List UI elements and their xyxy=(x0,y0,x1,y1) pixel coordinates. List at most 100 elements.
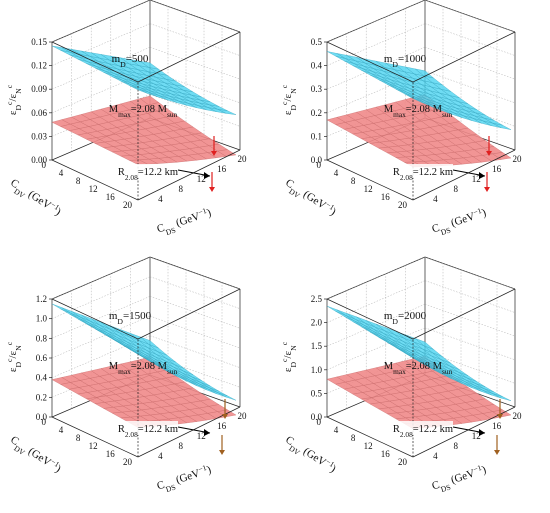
cds-tick-label-part: 20 xyxy=(238,154,248,164)
mmax-annotation-part: max xyxy=(118,110,131,119)
mmax-annotation-part: M xyxy=(384,361,394,372)
z-tick-label: 2.5 xyxy=(311,294,323,304)
cdv-tick-label: 4 xyxy=(59,425,64,435)
cdv-tick-label: 4 xyxy=(334,425,339,435)
cdv-tick-label-part: 16 xyxy=(106,449,116,459)
z-tick-label: 0.4 xyxy=(36,373,48,383)
top-edge-front-right xyxy=(412,31,516,83)
cds-tick-label-part: 4 xyxy=(158,194,163,204)
floor-edge-front-left xyxy=(51,159,139,201)
panel-md-1000: 0.0 0.1 0.2 0.3 0.4 0.5 εDc/εNc 0 4 8 12 16 20 CDV (G… xyxy=(275,0,550,256)
z-axis-label-part: D xyxy=(14,362,23,368)
surface-Mmax xyxy=(326,305,512,401)
panel-title-part: =2000 xyxy=(398,310,427,322)
constraint-arrow-head xyxy=(209,187,215,192)
cdv-tick-label-part: 4 xyxy=(59,168,64,178)
cdv-tick-label-part: 20 xyxy=(398,457,408,467)
floor-edge-front-left xyxy=(326,416,414,458)
box-front xyxy=(326,31,516,201)
cdv-tick-label: 20 xyxy=(398,457,408,467)
surface-Mmax xyxy=(51,45,237,115)
floor-edge-front-right xyxy=(137,149,241,201)
cdv-tick-label-part: 12 xyxy=(364,184,373,194)
cds-axis-label-part: C xyxy=(430,222,441,236)
cds-tick-label-part: 16 xyxy=(217,421,227,431)
annotations: Mmax=2.08 Msun R2.08=12.2 km xyxy=(109,104,211,182)
z-tick-label-part: 1.0 xyxy=(311,365,323,375)
panel-title-part: D xyxy=(120,60,126,69)
surface-Mmax xyxy=(51,303,237,401)
cds-axis-label-part: −1 xyxy=(472,462,483,473)
cds-axis-label-part: ) xyxy=(205,207,213,220)
cds-axis-label-part: ) xyxy=(480,207,488,220)
cds-tick-label-part: 4 xyxy=(433,451,438,461)
cds-tick-label-part: 12 xyxy=(197,174,206,184)
z-axis-label-part: c xyxy=(5,84,14,88)
r208-label-box xyxy=(118,164,178,178)
mmax-annotation-part: max xyxy=(393,367,406,376)
cds-axis-label-part: ) xyxy=(205,464,213,477)
cds-tick-label-part: 16 xyxy=(492,164,502,174)
z-axis-label-part: ε xyxy=(282,110,294,115)
cdv-tick-label-part: 4 xyxy=(59,425,64,435)
floor-edge-front-left xyxy=(326,159,414,201)
mmax-annotation-part: sun xyxy=(442,110,453,119)
panel-title-part: m xyxy=(109,310,118,322)
top-edge-front-left xyxy=(326,298,414,340)
mmax-annotation: Mmax=2.08 Msun xyxy=(109,104,178,119)
cds-axis-label-part: DS xyxy=(439,482,451,494)
z-tick-label: 0.0 xyxy=(36,412,48,422)
cdv-tick-label: 0 xyxy=(42,417,47,427)
r208-annotation-part: =12.2 km xyxy=(413,424,453,435)
mmax-annotation-part: M xyxy=(109,361,119,372)
surface-R2.08 xyxy=(51,357,237,428)
z-axis: 0.0 0.5 1.0 1.5 2.0 2.5 εDc/εNc xyxy=(280,294,327,422)
cdv-axis: 0 4 8 12 16 20 CDV (GeV−1) xyxy=(8,160,132,218)
cds-axis-label-part: C xyxy=(155,479,166,493)
cds-tick-label: 12 xyxy=(197,174,206,184)
cdv-tick-label-part: 12 xyxy=(89,441,98,451)
z-axis-label-part: /ε xyxy=(282,350,294,358)
cds-tick-label: 16 xyxy=(217,421,227,431)
cdv-axis-label: CDV (GeV−1) xyxy=(6,432,64,479)
surface-R2.08 xyxy=(51,95,237,165)
r208-annotation: R2.08=12.2 km xyxy=(393,167,453,182)
surface-cell xyxy=(415,68,434,79)
z-tick-label-part: 0.2 xyxy=(311,108,322,118)
panel-title-part: =1000 xyxy=(398,53,427,65)
r208-annotation-part: R xyxy=(393,424,400,435)
panel-md-2000: 0.0 0.5 1.0 1.5 2.0 2.5 εDc/εNc 0 4 8 12 16 20 CDV (G… xyxy=(275,256,550,513)
cds-tick-label: 12 xyxy=(472,174,481,184)
wall-gridline xyxy=(149,276,241,309)
z-tick-label-part: 2.5 xyxy=(311,294,323,304)
cds-axis-label: CDS (GeV−1) xyxy=(155,204,214,239)
panel-title-part: =500 xyxy=(126,53,149,65)
cds-tick-label: 20 xyxy=(513,411,523,421)
surface-cell xyxy=(140,336,159,349)
top-edge-front-left xyxy=(51,298,139,340)
z-axis-label-part: N xyxy=(14,88,23,94)
cds-axis-label-part: (GeV xyxy=(447,467,477,487)
mmax-annotation-part: M xyxy=(384,104,394,115)
panel-title-part: D xyxy=(392,60,398,69)
cds-axis-label-part: −1 xyxy=(472,205,483,216)
floor-edge-front-left xyxy=(51,416,139,458)
cdv-tick-label-part: 16 xyxy=(106,192,116,202)
cdv-tick-label: 12 xyxy=(89,441,98,451)
r208-pointer-head xyxy=(479,172,485,179)
cds-tick-label-part: 8 xyxy=(179,184,184,194)
cdv-axis-label-part: ) xyxy=(328,206,338,218)
cdv-tick-label: 0 xyxy=(317,417,322,427)
panel-title-part: =1500 xyxy=(123,310,152,322)
z-axis-label-part: N xyxy=(289,345,298,351)
z-tick-label-part: 1.5 xyxy=(311,341,323,351)
cdv-tick-label-part: 8 xyxy=(351,433,356,443)
z-tick-label: 0.2 xyxy=(36,392,47,402)
cds-axis-label-part: −1 xyxy=(197,462,208,473)
z-axis-label: εDc/εNc xyxy=(280,341,298,372)
constraint-arrows xyxy=(494,399,503,455)
cdv-tick-label-part: 8 xyxy=(76,176,81,186)
cds-tick-label-part: 4 xyxy=(158,451,163,461)
panel-title-part: D xyxy=(392,317,398,326)
